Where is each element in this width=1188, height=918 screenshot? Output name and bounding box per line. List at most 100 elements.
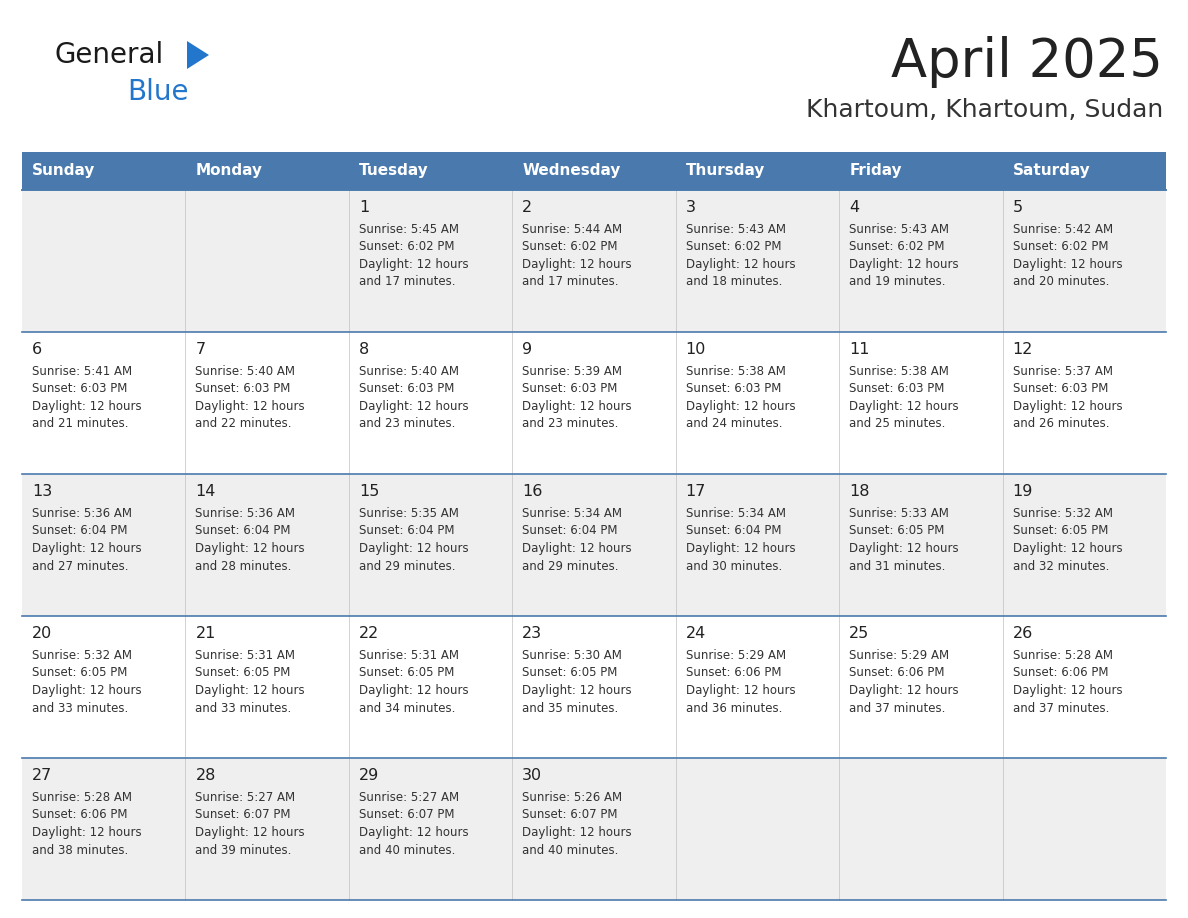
Text: Tuesday: Tuesday bbox=[359, 163, 429, 178]
Bar bbox=[23, 758, 1165, 900]
Text: Daylight: 12 hours: Daylight: 12 hours bbox=[196, 684, 305, 697]
Text: 15: 15 bbox=[359, 484, 379, 499]
Text: Sunrise: 5:28 AM: Sunrise: 5:28 AM bbox=[32, 791, 132, 804]
Text: 17: 17 bbox=[685, 484, 706, 499]
Text: 8: 8 bbox=[359, 342, 369, 357]
Text: 12: 12 bbox=[1012, 342, 1032, 357]
Text: Sunset: 6:07 PM: Sunset: 6:07 PM bbox=[196, 809, 291, 822]
Text: Saturday: Saturday bbox=[1012, 163, 1091, 178]
Text: and 33 minutes.: and 33 minutes. bbox=[32, 701, 128, 714]
Text: Sunset: 6:07 PM: Sunset: 6:07 PM bbox=[523, 809, 618, 822]
Text: Sunset: 6:04 PM: Sunset: 6:04 PM bbox=[359, 524, 454, 538]
Text: Sunset: 6:03 PM: Sunset: 6:03 PM bbox=[685, 383, 781, 396]
Text: Daylight: 12 hours: Daylight: 12 hours bbox=[685, 542, 795, 555]
Text: and 19 minutes.: and 19 minutes. bbox=[849, 275, 946, 288]
Text: 3: 3 bbox=[685, 200, 696, 215]
Text: Sunrise: 5:38 AM: Sunrise: 5:38 AM bbox=[849, 365, 949, 378]
Text: and 26 minutes.: and 26 minutes. bbox=[1012, 418, 1110, 431]
Text: 10: 10 bbox=[685, 342, 706, 357]
Text: April 2025: April 2025 bbox=[891, 36, 1163, 88]
Text: 7: 7 bbox=[196, 342, 206, 357]
Text: Sunset: 6:07 PM: Sunset: 6:07 PM bbox=[359, 809, 454, 822]
Text: Daylight: 12 hours: Daylight: 12 hours bbox=[523, 542, 632, 555]
Text: Daylight: 12 hours: Daylight: 12 hours bbox=[32, 826, 141, 839]
Text: Sunset: 6:04 PM: Sunset: 6:04 PM bbox=[196, 524, 291, 538]
Text: Sunset: 6:02 PM: Sunset: 6:02 PM bbox=[523, 241, 618, 253]
Text: Sunset: 6:05 PM: Sunset: 6:05 PM bbox=[1012, 524, 1108, 538]
Text: Sunrise: 5:27 AM: Sunrise: 5:27 AM bbox=[196, 791, 296, 804]
Text: Daylight: 12 hours: Daylight: 12 hours bbox=[1012, 542, 1123, 555]
Text: Sunrise: 5:36 AM: Sunrise: 5:36 AM bbox=[196, 507, 296, 520]
Text: Sunset: 6:05 PM: Sunset: 6:05 PM bbox=[523, 666, 618, 679]
Text: Sunrise: 5:29 AM: Sunrise: 5:29 AM bbox=[849, 649, 949, 662]
Text: 24: 24 bbox=[685, 626, 706, 641]
Text: Sunrise: 5:40 AM: Sunrise: 5:40 AM bbox=[196, 365, 296, 378]
Text: Daylight: 12 hours: Daylight: 12 hours bbox=[523, 258, 632, 271]
Text: Daylight: 12 hours: Daylight: 12 hours bbox=[196, 826, 305, 839]
Text: and 27 minutes.: and 27 minutes. bbox=[32, 559, 128, 573]
Text: 13: 13 bbox=[32, 484, 52, 499]
Text: and 31 minutes.: and 31 minutes. bbox=[849, 559, 946, 573]
Text: Daylight: 12 hours: Daylight: 12 hours bbox=[523, 826, 632, 839]
Text: 19: 19 bbox=[1012, 484, 1032, 499]
Text: and 22 minutes.: and 22 minutes. bbox=[196, 418, 292, 431]
Text: Sunset: 6:03 PM: Sunset: 6:03 PM bbox=[359, 383, 454, 396]
Text: Sunrise: 5:33 AM: Sunrise: 5:33 AM bbox=[849, 507, 949, 520]
Text: Sunset: 6:06 PM: Sunset: 6:06 PM bbox=[849, 666, 944, 679]
Text: 27: 27 bbox=[32, 768, 52, 783]
Text: and 20 minutes.: and 20 minutes. bbox=[1012, 275, 1108, 288]
Text: Sunset: 6:02 PM: Sunset: 6:02 PM bbox=[849, 241, 944, 253]
Text: Daylight: 12 hours: Daylight: 12 hours bbox=[1012, 400, 1123, 413]
Text: and 33 minutes.: and 33 minutes. bbox=[196, 701, 292, 714]
Text: Sunset: 6:06 PM: Sunset: 6:06 PM bbox=[1012, 666, 1108, 679]
Text: Sunset: 6:06 PM: Sunset: 6:06 PM bbox=[685, 666, 782, 679]
Text: 2: 2 bbox=[523, 200, 532, 215]
Text: Wednesday: Wednesday bbox=[523, 163, 620, 178]
Text: Sunset: 6:03 PM: Sunset: 6:03 PM bbox=[196, 383, 291, 396]
Text: Sunrise: 5:45 AM: Sunrise: 5:45 AM bbox=[359, 223, 459, 236]
Text: Sunrise: 5:29 AM: Sunrise: 5:29 AM bbox=[685, 649, 785, 662]
Text: Sunrise: 5:31 AM: Sunrise: 5:31 AM bbox=[359, 649, 459, 662]
Text: and 30 minutes.: and 30 minutes. bbox=[685, 559, 782, 573]
Text: and 36 minutes.: and 36 minutes. bbox=[685, 701, 782, 714]
Text: 21: 21 bbox=[196, 626, 216, 641]
Text: Daylight: 12 hours: Daylight: 12 hours bbox=[1012, 258, 1123, 271]
Text: 26: 26 bbox=[1012, 626, 1032, 641]
Text: Sunset: 6:03 PM: Sunset: 6:03 PM bbox=[849, 383, 944, 396]
Text: Daylight: 12 hours: Daylight: 12 hours bbox=[685, 684, 795, 697]
Text: Sunrise: 5:37 AM: Sunrise: 5:37 AM bbox=[1012, 365, 1113, 378]
Text: Sunrise: 5:39 AM: Sunrise: 5:39 AM bbox=[523, 365, 623, 378]
Text: and 34 minutes.: and 34 minutes. bbox=[359, 701, 455, 714]
Text: and 37 minutes.: and 37 minutes. bbox=[1012, 701, 1108, 714]
Text: Sunset: 6:04 PM: Sunset: 6:04 PM bbox=[685, 524, 782, 538]
Text: and 23 minutes.: and 23 minutes. bbox=[523, 418, 619, 431]
Text: and 40 minutes.: and 40 minutes. bbox=[359, 844, 455, 856]
Text: Sunrise: 5:44 AM: Sunrise: 5:44 AM bbox=[523, 223, 623, 236]
Bar bbox=[23, 616, 1165, 758]
Bar bbox=[23, 332, 1165, 474]
Text: Sunrise: 5:36 AM: Sunrise: 5:36 AM bbox=[32, 507, 132, 520]
Text: Sunday: Sunday bbox=[32, 163, 95, 178]
Text: and 35 minutes.: and 35 minutes. bbox=[523, 701, 619, 714]
Text: Sunrise: 5:30 AM: Sunrise: 5:30 AM bbox=[523, 649, 623, 662]
Text: Daylight: 12 hours: Daylight: 12 hours bbox=[359, 258, 468, 271]
Text: Daylight: 12 hours: Daylight: 12 hours bbox=[849, 258, 959, 271]
Text: Sunrise: 5:27 AM: Sunrise: 5:27 AM bbox=[359, 791, 459, 804]
Text: Sunset: 6:02 PM: Sunset: 6:02 PM bbox=[1012, 241, 1108, 253]
Text: and 38 minutes.: and 38 minutes. bbox=[32, 844, 128, 856]
Text: Sunrise: 5:42 AM: Sunrise: 5:42 AM bbox=[1012, 223, 1113, 236]
Text: Sunrise: 5:34 AM: Sunrise: 5:34 AM bbox=[523, 507, 623, 520]
Text: Daylight: 12 hours: Daylight: 12 hours bbox=[359, 684, 468, 697]
Bar bbox=[23, 474, 1165, 616]
Text: Sunrise: 5:34 AM: Sunrise: 5:34 AM bbox=[685, 507, 785, 520]
Text: Sunset: 6:05 PM: Sunset: 6:05 PM bbox=[196, 666, 291, 679]
Text: and 24 minutes.: and 24 minutes. bbox=[685, 418, 782, 431]
Text: Sunrise: 5:38 AM: Sunrise: 5:38 AM bbox=[685, 365, 785, 378]
Text: Sunrise: 5:28 AM: Sunrise: 5:28 AM bbox=[1012, 649, 1113, 662]
Text: 23: 23 bbox=[523, 626, 543, 641]
Text: Sunset: 6:03 PM: Sunset: 6:03 PM bbox=[1012, 383, 1108, 396]
Text: Daylight: 12 hours: Daylight: 12 hours bbox=[32, 684, 141, 697]
Text: Daylight: 12 hours: Daylight: 12 hours bbox=[849, 684, 959, 697]
Text: Daylight: 12 hours: Daylight: 12 hours bbox=[685, 258, 795, 271]
Bar bbox=[23, 152, 1165, 190]
